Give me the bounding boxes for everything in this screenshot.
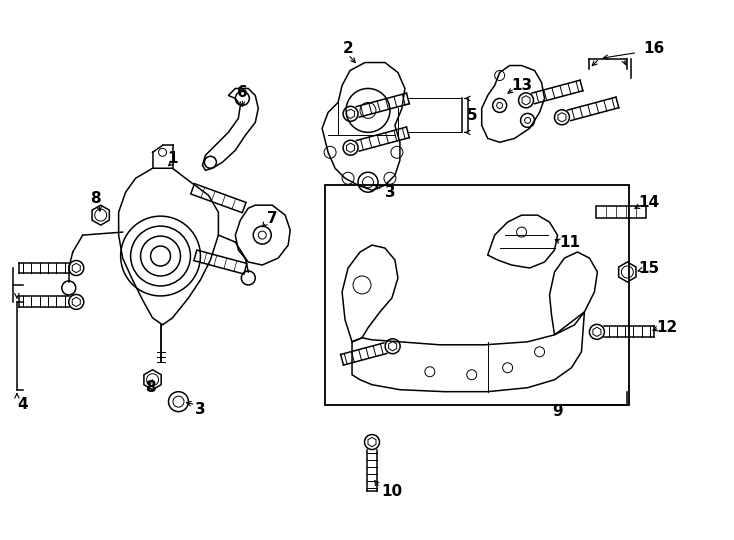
Text: 12: 12 xyxy=(657,320,678,335)
Text: 10: 10 xyxy=(382,484,402,499)
Text: 16: 16 xyxy=(644,41,665,56)
Text: 14: 14 xyxy=(639,195,660,210)
Text: 3: 3 xyxy=(195,402,206,417)
Text: 7: 7 xyxy=(267,211,277,226)
Text: 9: 9 xyxy=(552,404,563,419)
Text: 8: 8 xyxy=(145,380,156,395)
Text: 8: 8 xyxy=(90,191,101,206)
Text: 3: 3 xyxy=(385,185,395,200)
Text: 13: 13 xyxy=(511,78,532,93)
Text: 1: 1 xyxy=(167,151,178,166)
Bar xyxy=(325,185,629,404)
Text: 5: 5 xyxy=(466,108,477,123)
Text: 4: 4 xyxy=(18,397,28,412)
Text: 11: 11 xyxy=(559,234,580,249)
Text: 15: 15 xyxy=(639,260,660,275)
Text: 6: 6 xyxy=(237,85,247,100)
Text: 2: 2 xyxy=(343,41,354,56)
